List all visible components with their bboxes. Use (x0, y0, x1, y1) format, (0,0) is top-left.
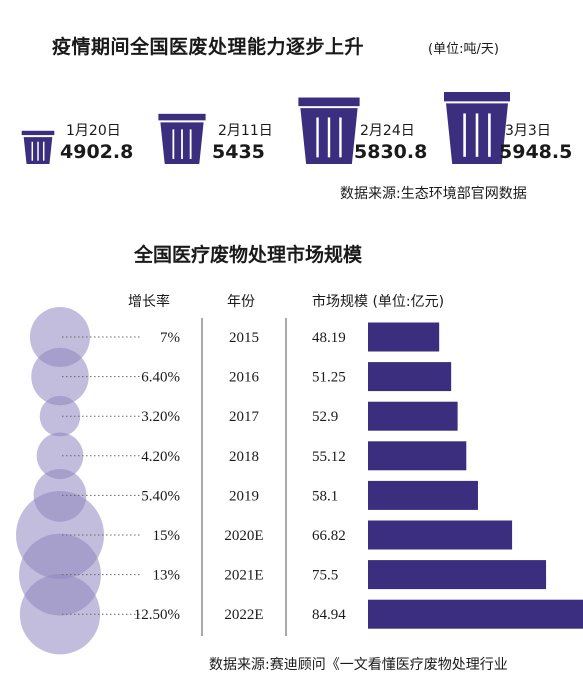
capacity-value: 5948.5 (499, 141, 573, 163)
capacity-title: 疫情期间全国医废处理能力逐步上升 (52, 36, 365, 58)
growth-rate-label: 6.40% (141, 370, 180, 386)
market-source: 数据来源:赛迪顾问《一文看懂医疗废物处理行业 (209, 657, 508, 673)
growth-bubble (39, 395, 81, 437)
year-label: 2019 (229, 488, 259, 504)
year-label: 2018 (229, 449, 259, 465)
growth-rate-label: 3.20% (141, 409, 180, 425)
capacity-date: 2月24日 (360, 123, 415, 139)
market-size-label: 52.9 (312, 409, 338, 425)
growth-bubble (31, 347, 89, 406)
market-size-label: 51.25 (312, 370, 346, 386)
capacity-date: 3月3日 (505, 123, 551, 139)
growth-rate-label: 13% (153, 568, 181, 584)
market-size-bar (368, 401, 458, 431)
market-size-bar (368, 362, 452, 392)
capacity-value: 4902.8 (60, 141, 134, 163)
market-size-label: 48.19 (312, 330, 346, 346)
trash-can-icon (298, 97, 360, 164)
market-size-bar (368, 441, 467, 471)
year-label: 2017 (229, 409, 260, 425)
year-label: 2020E (224, 528, 263, 544)
year-label: 2016 (229, 370, 260, 386)
market-size-bar (368, 322, 440, 352)
market-size-label: 66.82 (312, 528, 346, 544)
growth-bubble (36, 432, 84, 480)
capacity-date: 2月11日 (218, 123, 273, 139)
year-label: 2022E (224, 607, 263, 623)
growth-bubbles (16, 306, 104, 655)
year-label: 2015 (229, 330, 259, 346)
market-size-label: 58.1 (312, 488, 338, 504)
market-size-bar (368, 480, 478, 510)
year-label: 2021E (224, 568, 263, 584)
growth-rate-label: 7% (160, 330, 180, 346)
market-chart-title: 全国医疗废物处理市场规模 (134, 244, 363, 266)
capacity-date: 1月20日 (66, 123, 121, 139)
growth-bubble (29, 306, 91, 368)
trash-can-icon (158, 113, 206, 164)
growth-rate-label: 15% (153, 528, 181, 544)
year-header: 年份 (227, 294, 255, 310)
market-size-bar (368, 560, 547, 590)
capacity-unit: (单位:吨/天) (428, 42, 499, 57)
trash-can-icon (21, 130, 55, 164)
market-size-bar (368, 520, 513, 550)
growth-bubble (19, 574, 101, 655)
capacity-value: 5435 (212, 141, 265, 163)
growth-rate-label: 12.50% (134, 607, 180, 623)
market-size-bar (368, 599, 583, 629)
market-size-header: 市场规模 (单位:亿元) (312, 294, 445, 310)
market-size-label: 55.12 (312, 449, 346, 465)
capacity-source: 数据来源:生态环境部官网数据 (340, 186, 527, 202)
trash-can-icon (444, 92, 510, 164)
growth-rate-header: 增长率 (128, 294, 170, 310)
market-size-label: 75.5 (312, 568, 338, 584)
market-size-label: 84.94 (312, 607, 346, 623)
growth-rate-label: 4.20% (141, 449, 180, 465)
capacity-value: 5830.8 (354, 141, 428, 163)
growth-rate-label: 5.40% (141, 488, 180, 504)
